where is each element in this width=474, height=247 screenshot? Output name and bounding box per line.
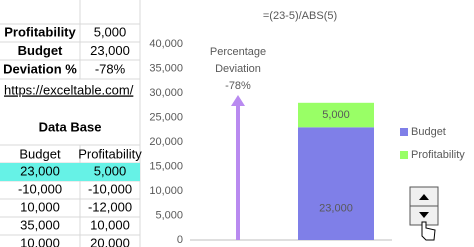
y-tick-label: 20,000 bbox=[149, 136, 183, 148]
cell-value: -10,000 bbox=[18, 181, 62, 196]
cell-label: Profitability bbox=[4, 24, 76, 39]
cell-value: 20,000 bbox=[90, 235, 130, 247]
cell-value: 23,000 bbox=[90, 43, 130, 58]
bar-segment bbox=[298, 102, 374, 128]
cell-value: -10,000 bbox=[88, 181, 132, 196]
y-tick-label: 10,000 bbox=[149, 185, 183, 197]
legend-label: Profitability bbox=[411, 149, 465, 161]
y-tick-label: 15,000 bbox=[149, 160, 183, 172]
data-label: 5,000 bbox=[322, 109, 350, 121]
column-header: Profitability bbox=[78, 146, 142, 161]
cell-label: Deviation % bbox=[3, 61, 77, 76]
y-tick-label: 25,000 bbox=[149, 111, 183, 123]
link[interactable]: https://exceltable.com/ bbox=[4, 82, 134, 97]
cell-value: 23,000 bbox=[20, 163, 60, 178]
cell-value: 10,000 bbox=[20, 235, 60, 247]
chart-title: =(23-5)/ABS(5) bbox=[263, 10, 337, 22]
annotation: -78% bbox=[225, 80, 251, 92]
cell-value: -78% bbox=[95, 61, 126, 76]
cell-value: 10,000 bbox=[20, 199, 60, 214]
spin-button[interactable] bbox=[409, 186, 439, 241]
row-highlight bbox=[0, 163, 140, 181]
cell-value: -12,000 bbox=[88, 199, 132, 214]
arrow-head bbox=[231, 95, 245, 106]
legend-swatch bbox=[400, 128, 408, 136]
spin-down[interactable] bbox=[419, 212, 429, 218]
y-tick-label: 35,000 bbox=[149, 62, 183, 74]
cell-value: 5,000 bbox=[94, 163, 127, 178]
y-tick-label: 0 bbox=[177, 234, 183, 246]
cell-label: Budget bbox=[18, 43, 63, 58]
cell-value: 10,000 bbox=[90, 217, 130, 232]
hand-cursor bbox=[421, 221, 436, 241]
data-label: 23,000 bbox=[319, 203, 353, 215]
spin-up[interactable] bbox=[419, 194, 429, 200]
section-title: Data Base bbox=[39, 119, 102, 134]
legend-label: Budget bbox=[411, 126, 446, 138]
annotation: Percentage bbox=[210, 46, 266, 58]
cell-value: 35,000 bbox=[20, 217, 60, 232]
bar-segment bbox=[298, 127, 374, 240]
column-header: Budget bbox=[19, 146, 61, 161]
sheet-grid bbox=[0, 0, 141, 247]
legend-swatch bbox=[400, 151, 408, 159]
y-tick-label: 5,000 bbox=[155, 209, 183, 221]
y-tick-label: 40,000 bbox=[149, 38, 183, 50]
annotation: Deviation bbox=[215, 63, 261, 75]
cell-value: 5,000 bbox=[94, 24, 127, 39]
y-tick-label: 30,000 bbox=[149, 87, 183, 99]
